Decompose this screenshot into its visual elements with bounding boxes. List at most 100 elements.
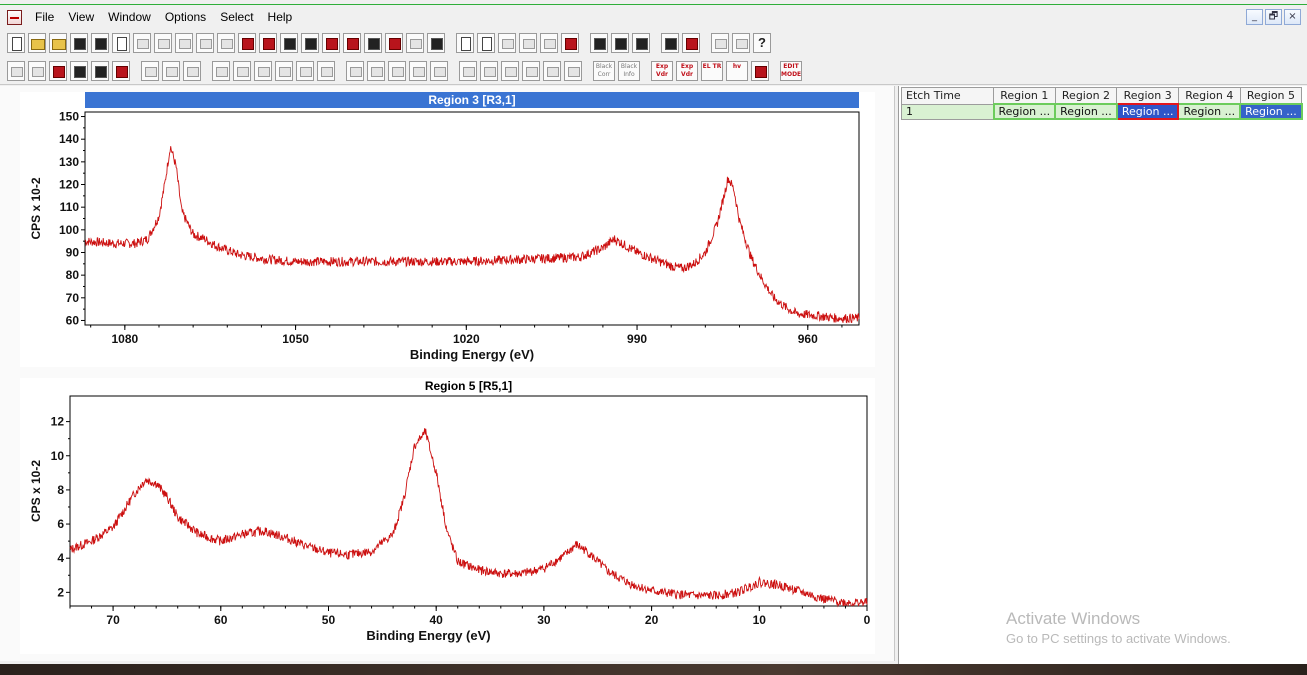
zoom-in-icon[interactable] — [590, 33, 608, 53]
black-info-button[interactable]: Black Info — [618, 60, 640, 81]
save-icon[interactable] — [70, 33, 88, 53]
header-region-5[interactable]: Region 5 — [1239, 87, 1303, 105]
header-region-2[interactable]: Region 2 — [1054, 87, 1118, 105]
align-left-icon[interactable] — [162, 60, 180, 81]
background-icon[interactable] — [346, 60, 364, 81]
duplicate-icon[interactable] — [175, 33, 193, 53]
smooth-icon[interactable] — [409, 60, 427, 81]
clipboard-icon[interactable] — [661, 33, 679, 53]
tile-icon[interactable] — [456, 33, 474, 53]
calibrate-icon[interactable] — [561, 33, 579, 53]
spectrum-paste-icon[interactable] — [280, 33, 298, 53]
paste-region-icon[interactable] — [154, 33, 172, 53]
cps-icon[interactable] — [388, 60, 406, 81]
properties-icon[interactable] — [217, 33, 235, 53]
save-block-icon[interactable] — [322, 33, 340, 53]
region-4-cell[interactable]: Region ... — [1177, 103, 1242, 120]
print-icon[interactable] — [711, 33, 729, 53]
copy-region-icon[interactable] — [133, 33, 151, 53]
save-report-icon[interactable] — [385, 33, 403, 53]
region3-chart[interactable]: Region 3 [R3,1] 60 70 80 90 100 110 120 130 140 15… — [20, 92, 875, 367]
edit-mode-button[interactable]: EDIT MODE — [780, 60, 802, 81]
y-tick-label: 110 — [60, 200, 80, 214]
window-icon[interactable] — [498, 33, 516, 53]
data-point — [370, 550, 372, 552]
annotate-icon[interactable] — [406, 33, 424, 53]
etch-time-cell[interactable]: 1 — [901, 103, 994, 120]
region-grid-icon[interactable] — [91, 60, 109, 81]
fit-icon[interactable] — [480, 60, 498, 81]
expand-icon[interactable] — [183, 60, 201, 81]
header-region-1[interactable]: Region 1 — [993, 87, 1056, 105]
menu-options[interactable]: Options — [164, 10, 207, 24]
el-tr-button[interactable]: EL TR — [701, 60, 723, 81]
region-stack-icon[interactable] — [28, 60, 46, 81]
save-quant-icon[interactable] — [343, 33, 361, 53]
menu-window[interactable]: Window — [108, 10, 151, 24]
scale-icon[interactable] — [751, 60, 769, 81]
region-delete-icon[interactable] — [112, 60, 130, 81]
save-region-icon[interactable] — [301, 33, 319, 53]
copy-icon[interactable] — [112, 33, 130, 53]
help-icon[interactable]: ? — [753, 33, 771, 53]
menu-select[interactable]: Select — [220, 10, 254, 24]
chevron-up-icon[interactable] — [296, 60, 314, 81]
derivative-icon[interactable] — [430, 60, 448, 81]
region5-chart[interactable]: Region 5 [R5,1] 2 4 6 8 10 12 70 60 50 40 30 20 10 0 Bi… — [20, 378, 875, 654]
bg-sub-icon[interactable] — [543, 60, 561, 81]
spectrum-save-icon[interactable] — [238, 33, 256, 53]
restore-button[interactable]: 🗗 — [1265, 9, 1282, 25]
region-icon[interactable] — [7, 60, 25, 81]
peak-left-icon[interactable] — [233, 60, 251, 81]
open-experiment-icon[interactable] — [49, 33, 67, 53]
open-folder-icon[interactable] — [28, 33, 46, 53]
region-3-cell[interactable]: Region ... — [1115, 103, 1180, 120]
region3-chart-panel[interactable]: Region 3 [R3,1] 60 70 80 90 100 110 120 130 140 15… — [20, 92, 875, 367]
menu-view[interactable]: View — [68, 10, 95, 24]
header-region-4[interactable]: Region 4 — [1177, 87, 1241, 105]
bg-icon[interactable] — [522, 60, 540, 81]
region-red-icon[interactable] — [49, 60, 67, 81]
region5-chart-panel[interactable]: Region 5 [R5,1] 2 4 6 8 10 12 70 60 50 40 30 20 10 0 Bi… — [20, 378, 875, 654]
print-preview-icon[interactable] — [732, 33, 750, 53]
data-point — [155, 482, 157, 484]
peak-add-icon[interactable] — [212, 60, 230, 81]
data-point — [266, 258, 268, 260]
spectrum-copy-icon[interactable] — [259, 33, 277, 53]
close-button[interactable]: × — [1284, 9, 1301, 25]
hv-button[interactable]: hv — [726, 60, 748, 81]
exp-vdr-button[interactable]: Exp Vdr — [651, 60, 673, 81]
app-logo-icon[interactable] — [7, 9, 22, 25]
pencil-icon[interactable] — [540, 33, 558, 53]
black-corr-button[interactable]: Black Corr — [593, 60, 615, 81]
header-region-3[interactable]: Region 3 — [1116, 87, 1179, 105]
save-as-icon[interactable] — [91, 33, 109, 53]
menu-help[interactable]: Help — [267, 10, 293, 24]
new-file-icon[interactable] — [7, 33, 25, 53]
menu-file[interactable]: File — [35, 10, 55, 24]
delta-m-icon[interactable] — [564, 60, 582, 81]
minimize-button[interactable]: _ — [1246, 9, 1263, 25]
header-etch-time[interactable]: Etch Time — [901, 87, 994, 105]
be-ke-icon[interactable] — [367, 60, 385, 81]
peak-up-icon[interactable] — [275, 60, 293, 81]
region-dark-icon[interactable] — [70, 60, 88, 81]
save-all-icon[interactable] — [364, 33, 382, 53]
arrow-right-icon[interactable] — [519, 33, 537, 53]
export-icon[interactable] — [427, 33, 445, 53]
align-right-icon[interactable] — [141, 60, 159, 81]
fit-view-icon[interactable] — [501, 60, 519, 81]
zoom-reset-icon[interactable] — [632, 33, 650, 53]
clear-icon[interactable] — [196, 33, 214, 53]
peak-both-icon[interactable] — [254, 60, 272, 81]
region-2-cell[interactable]: Region ... — [1054, 103, 1118, 120]
chevron-down-icon[interactable] — [317, 60, 335, 81]
data-point — [575, 543, 577, 545]
frame-icon[interactable] — [459, 60, 477, 81]
overlay-icon[interactable] — [477, 33, 495, 53]
exp-vdr-alt-button[interactable]: Exp Vdr — [676, 60, 698, 81]
region-1-cell[interactable]: Region ... — [992, 103, 1057, 120]
zoom-out-icon[interactable] — [611, 33, 629, 53]
region-5-cell[interactable]: Region ... — [1239, 103, 1303, 120]
eraser-icon[interactable] — [682, 33, 700, 53]
